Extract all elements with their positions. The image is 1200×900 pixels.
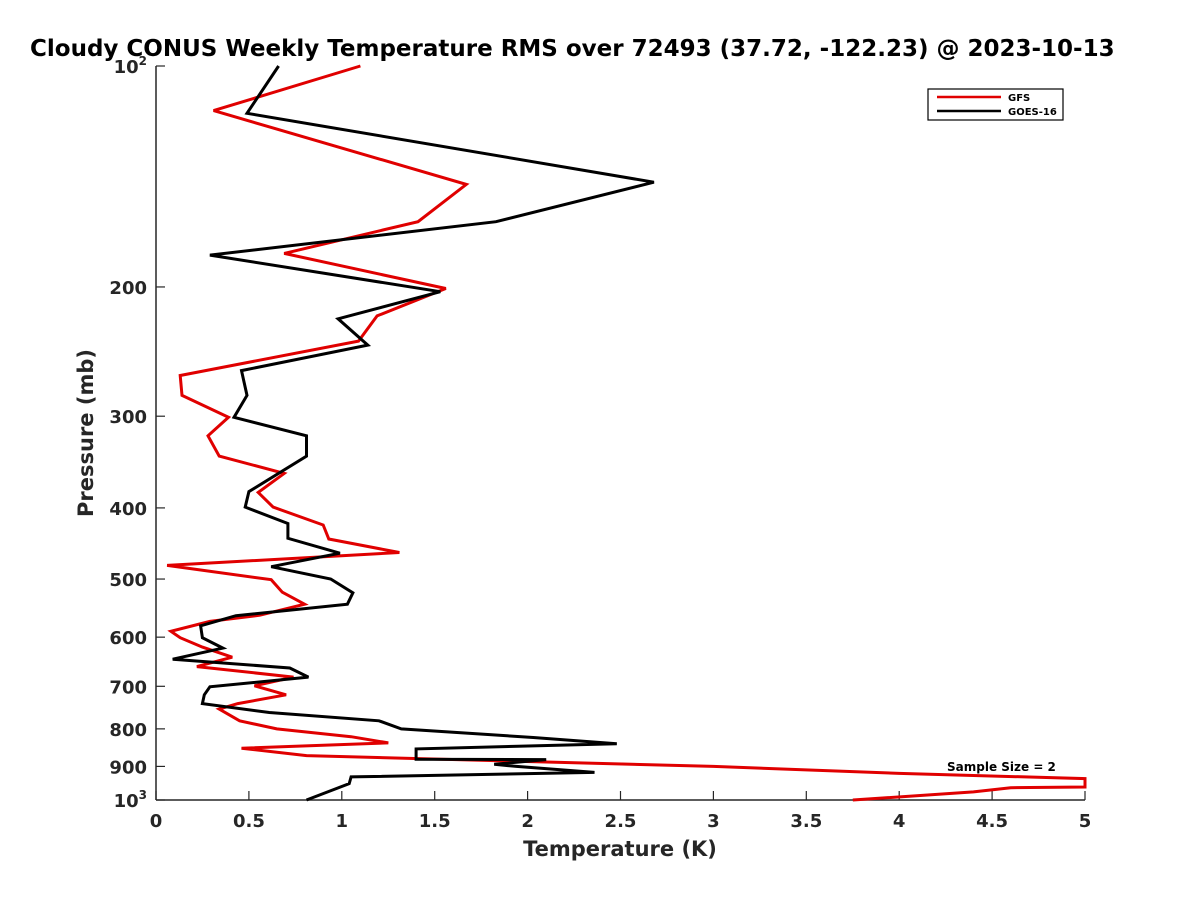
x-tick-label: 4: [893, 811, 906, 832]
y-tick-label: 103: [114, 788, 147, 812]
legend-label-gfs: GFS: [1008, 93, 1030, 104]
legend: GFS GOES-16: [927, 88, 1064, 121]
y-tick-label: 400: [109, 499, 147, 520]
chart-title: Cloudy CONUS Weekly Temperature RMS over…: [30, 36, 1115, 62]
x-tick-label: 3.5: [790, 811, 822, 832]
y-tick-label: 700: [109, 677, 147, 698]
x-tick-label: 3: [707, 811, 720, 832]
y-tick-label: 500: [109, 570, 147, 591]
legend-label-goes16: GOES-16: [1008, 107, 1057, 118]
series-layer: [166, 64, 1087, 802]
x-axis-ticks: 0 0.5 1 1.5 2 2.5 3 3.5 4 4.5 5: [150, 791, 1092, 832]
x-tick-label: 1.5: [419, 811, 451, 832]
sample-size-annotation: Sample Size = 2: [947, 760, 1056, 774]
y-tick-label: 900: [109, 757, 147, 778]
y-tick-label: 600: [109, 628, 147, 649]
x-tick-label: 2: [521, 811, 534, 832]
series-line-gfs: [166, 64, 1087, 802]
x-axis-label: Temperature (K): [523, 837, 717, 861]
y-tick-label: 300: [109, 407, 147, 428]
y-axis-label: Pressure (mb): [74, 349, 98, 517]
y-tick-label: 800: [109, 720, 147, 741]
x-tick-label: 4.5: [976, 811, 1008, 832]
y-axis-ticks: 102 200 300 400 500 600 700 800 900 103: [109, 54, 165, 812]
x-tick-label: 0: [150, 811, 163, 832]
y-tick-label: 200: [109, 278, 147, 299]
legend-box: [927, 88, 1064, 121]
series-line-goes16: [172, 65, 655, 802]
x-tick-label: 0.5: [233, 811, 265, 832]
x-tick-label: 2.5: [605, 811, 637, 832]
y-tick-label: 102: [114, 54, 147, 78]
x-tick-label: 5: [1079, 811, 1092, 832]
x-tick-label: 1: [336, 811, 349, 832]
